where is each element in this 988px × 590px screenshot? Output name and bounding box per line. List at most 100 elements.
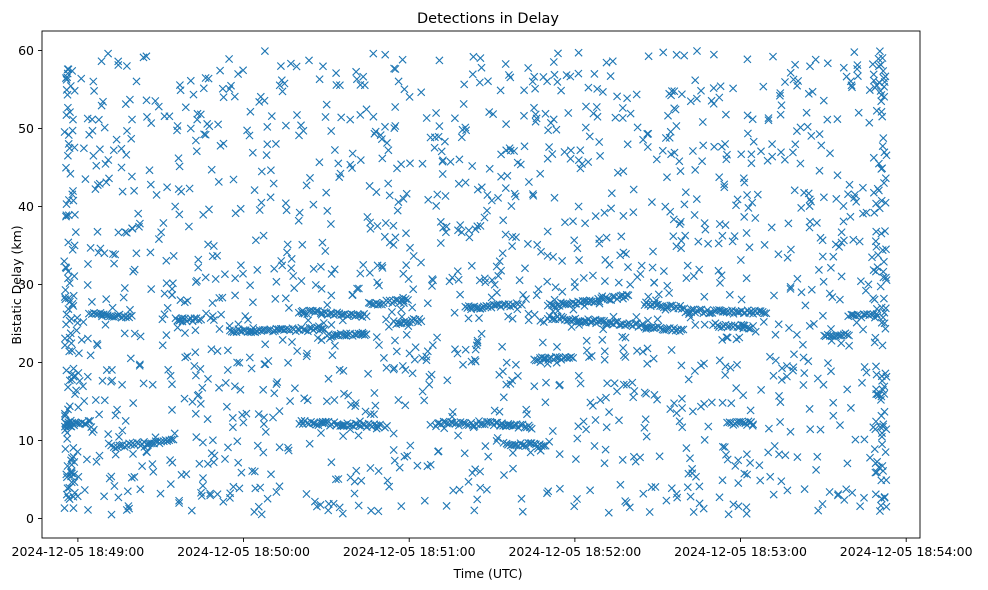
data-point — [303, 349, 312, 358]
data-point — [644, 129, 653, 138]
data-point — [175, 210, 184, 219]
data-point — [476, 483, 485, 492]
data-point — [135, 360, 144, 369]
data-point — [755, 461, 764, 470]
data-point — [191, 136, 200, 145]
data-point — [102, 295, 111, 304]
data-point — [850, 48, 859, 57]
data-point — [67, 339, 76, 348]
data-point — [127, 473, 136, 482]
data-point — [139, 53, 148, 62]
data-point — [122, 62, 131, 70]
data-point — [111, 250, 120, 259]
data-point — [218, 84, 227, 93]
data-point — [254, 410, 263, 419]
data-point — [113, 405, 122, 414]
data-point — [704, 422, 713, 431]
data-point — [769, 371, 778, 380]
data-point — [643, 143, 652, 151]
data-point — [338, 509, 347, 518]
data-point — [732, 335, 741, 344]
data-point — [878, 462, 887, 470]
data-point — [700, 320, 709, 329]
data-point — [678, 423, 687, 432]
data-point — [600, 355, 609, 364]
data-point — [454, 226, 462, 235]
data-point — [107, 377, 116, 386]
data-point — [743, 470, 752, 479]
data-point — [837, 331, 846, 340]
data-point — [456, 418, 465, 427]
data-point — [511, 360, 520, 369]
data-point — [461, 178, 470, 187]
data-point — [163, 303, 172, 312]
data-point — [530, 72, 539, 81]
data-point — [804, 357, 813, 366]
data-point — [764, 424, 773, 433]
data-point — [576, 164, 585, 173]
data-point — [300, 309, 309, 318]
data-point — [484, 77, 492, 86]
data-point — [568, 315, 577, 324]
data-point — [423, 299, 432, 308]
data-point — [518, 507, 527, 516]
data-point — [747, 307, 756, 316]
data-point — [61, 286, 70, 294]
data-point — [410, 355, 419, 364]
data-point — [241, 312, 250, 321]
data-point — [111, 450, 120, 459]
data-point — [611, 113, 620, 122]
data-point — [729, 84, 738, 93]
data-point — [360, 81, 369, 90]
data-point — [287, 254, 296, 263]
data-point — [848, 83, 856, 92]
data-point — [235, 484, 244, 493]
data-point — [405, 349, 414, 358]
data-point — [135, 222, 143, 231]
data-point — [154, 235, 163, 244]
data-point — [546, 118, 555, 127]
data-point — [148, 380, 157, 389]
data-point — [350, 477, 359, 486]
data-point — [260, 413, 268, 422]
data-point — [208, 436, 217, 445]
data-point — [374, 507, 383, 516]
data-point — [539, 73, 548, 81]
data-point — [176, 296, 185, 305]
chart-title: Detections in Delay — [417, 11, 559, 27]
data-point — [69, 301, 78, 310]
data-point — [256, 483, 265, 492]
data-point — [777, 148, 785, 157]
data-point — [818, 311, 827, 320]
data-point — [375, 341, 383, 349]
data-point — [257, 198, 266, 207]
data-point — [365, 268, 374, 277]
data-point — [85, 130, 94, 139]
data-point — [107, 510, 116, 519]
data-point — [372, 188, 381, 197]
data-point — [570, 502, 579, 511]
data-point — [582, 336, 591, 345]
data-point — [366, 224, 375, 233]
data-point — [417, 258, 425, 267]
data-point — [721, 110, 730, 119]
data-point — [373, 261, 382, 270]
data-point — [551, 283, 560, 292]
data-point — [461, 345, 470, 354]
data-point — [691, 308, 700, 317]
data-point — [64, 267, 73, 276]
data-point — [874, 186, 883, 195]
data-point — [872, 310, 881, 318]
data-point — [805, 223, 814, 232]
data-point — [786, 68, 795, 77]
data-point — [263, 122, 272, 131]
data-point — [485, 164, 494, 173]
data-point — [64, 274, 72, 283]
data-point — [129, 399, 138, 408]
data-point — [290, 284, 299, 293]
data-point — [70, 241, 79, 250]
data-point — [94, 115, 103, 124]
data-point — [381, 219, 390, 227]
data-point — [198, 383, 207, 392]
data-point — [203, 415, 212, 424]
